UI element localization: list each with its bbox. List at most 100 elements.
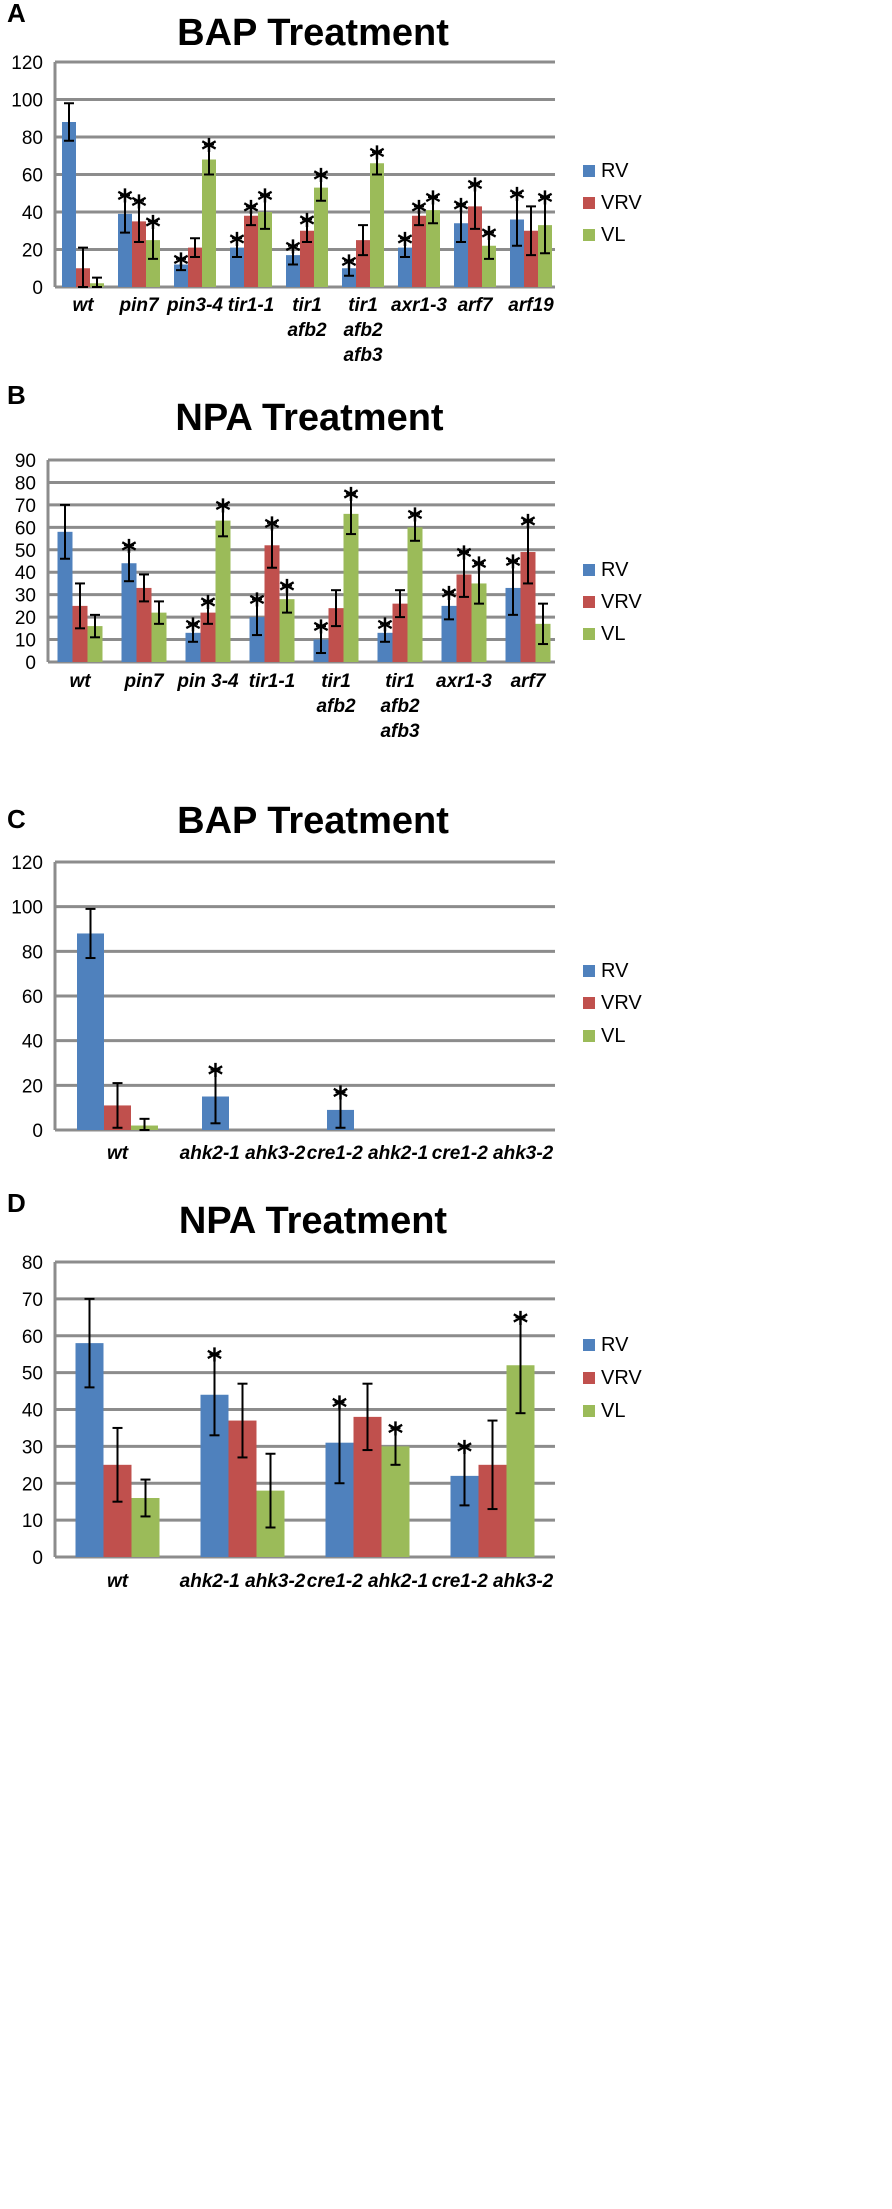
category-label: arf7: [511, 671, 547, 692]
category-label: cre1-2 ahk3-2: [432, 1143, 554, 1164]
significance-star: *: [313, 164, 329, 199]
chart-title: NPA Treatment: [179, 1200, 448, 1242]
bar-rv: [185, 632, 201, 662]
y-tick-label: 80: [15, 473, 36, 494]
y-tick-label: 80: [22, 942, 43, 963]
significance-star: *: [505, 550, 521, 585]
significance-star: *: [207, 1343, 223, 1378]
legend-label: RV: [601, 559, 629, 581]
significance-star: *: [257, 184, 273, 219]
bar-vl: [538, 225, 552, 287]
category-label: pin3-4: [166, 295, 223, 316]
bar-vrv: [412, 215, 426, 287]
bar-vrv: [264, 545, 280, 662]
significance-star: *: [537, 186, 553, 221]
y-tick-label: 40: [15, 563, 36, 584]
significance-star: *: [121, 534, 137, 569]
legend-swatch-vrv: [583, 1372, 595, 1384]
significance-star: *: [513, 1306, 529, 1341]
significance-star: *: [456, 541, 472, 576]
significance-star: *: [369, 141, 385, 176]
bar-rv: [57, 531, 73, 662]
significance-star: *: [299, 209, 315, 244]
category-label: pin7: [123, 671, 164, 692]
legend-swatch-rv: [583, 965, 595, 977]
y-tick-label: 60: [22, 166, 43, 187]
bar-vl: [482, 245, 496, 287]
y-tick-label: 50: [15, 541, 36, 562]
significance-star: *: [208, 1059, 224, 1094]
category-label: tir1-1: [249, 671, 295, 692]
category-label: wt: [107, 1143, 129, 1164]
category-label: afb2: [287, 320, 327, 341]
legend-swatch-vl: [583, 1030, 595, 1042]
category-label: afb3: [380, 721, 420, 742]
legend-swatch-vl: [583, 229, 595, 241]
y-tick-label: 90: [15, 451, 36, 472]
bar-rv: [286, 255, 300, 287]
category-label: afb2: [343, 320, 383, 341]
y-tick-label: 100: [11, 898, 43, 919]
bar-vrv: [468, 206, 482, 287]
y-tick-label: 70: [22, 1290, 43, 1311]
legend-label: VL: [601, 1025, 625, 1047]
significance-star: *: [332, 1391, 348, 1426]
bar-vl: [258, 212, 272, 287]
bar-rv: [377, 632, 393, 662]
panel-letter: D: [7, 1188, 26, 1218]
y-tick-label: 50: [22, 1364, 43, 1385]
legend-swatch-rv: [583, 165, 595, 177]
bar-vl: [151, 612, 167, 662]
category-label: tir1-1: [228, 295, 274, 316]
panel-letter: B: [7, 380, 26, 410]
legend-label: VL: [601, 1400, 625, 1422]
bar-rv: [342, 268, 356, 287]
bar-vl: [314, 187, 328, 287]
bar-vrv: [136, 587, 152, 662]
bar-vl: [215, 520, 231, 662]
bar-vrv: [72, 605, 88, 662]
bar-vrv: [244, 215, 258, 287]
y-tick-label: 100: [11, 91, 43, 112]
category-label: arf7: [458, 295, 494, 316]
bar-vrv: [300, 230, 314, 287]
bar-rv: [121, 563, 137, 662]
significance-star: *: [173, 248, 189, 283]
bar-vrv: [200, 612, 216, 662]
y-tick-label: 120: [11, 853, 43, 874]
legend-label: VRV: [601, 192, 642, 214]
legend-swatch-vl: [583, 628, 595, 640]
y-tick-label: 70: [15, 496, 36, 517]
legend-label: VRV: [601, 992, 642, 1014]
significance-star: *: [407, 503, 423, 538]
category-label: pin 3-4: [176, 671, 239, 692]
bar-vrv: [392, 603, 408, 662]
legend-swatch-vrv: [583, 997, 595, 1009]
category-label: tir1: [321, 671, 351, 692]
bar-rv: [454, 223, 468, 287]
significance-star: *: [453, 194, 469, 229]
bar-vl: [87, 626, 103, 662]
significance-star: *: [520, 510, 536, 545]
category-label: tir1: [292, 295, 322, 316]
significance-star: *: [457, 1435, 473, 1470]
y-tick-label: 80: [22, 128, 43, 149]
bar-vl: [370, 163, 384, 287]
bar-vl: [146, 240, 160, 287]
significance-star: *: [229, 227, 245, 262]
category-label: afb3: [343, 345, 383, 366]
bar-vl: [202, 159, 216, 287]
significance-star: *: [341, 250, 357, 285]
significance-star: *: [377, 613, 393, 648]
y-tick-label: 20: [22, 241, 43, 262]
y-tick-label: 0: [32, 1121, 43, 1142]
legend-swatch-vl: [583, 1405, 595, 1417]
category-label: wt: [107, 1571, 129, 1592]
category-label: tir1: [385, 671, 415, 692]
legend-swatch-vrv: [583, 197, 595, 209]
significance-star: *: [481, 222, 497, 257]
legend-label: VRV: [601, 1367, 642, 1389]
y-tick-label: 40: [22, 203, 43, 224]
y-tick-label: 80: [22, 1253, 43, 1274]
